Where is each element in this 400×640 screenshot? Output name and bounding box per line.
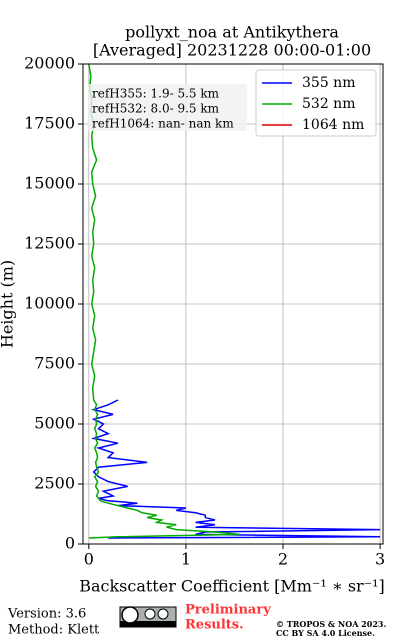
annotation: refH1064: nan- nan km (92, 117, 234, 131)
annotation: refH532: 8.0- 9.5 km (92, 102, 220, 116)
legend: 355 nm 532 nm 1064 nm (255, 69, 377, 137)
x-tick-label: 1 (181, 550, 191, 569)
legend-label: 1064 nm (302, 117, 364, 133)
chart-title: pollyxt_noa at Antikythera (125, 23, 339, 42)
method: Method: Klett (8, 623, 100, 638)
y-tick-label: 12500 (24, 234, 75, 253)
y-axis-label: Height (m) (0, 260, 17, 348)
preliminary-note: Results. (185, 618, 244, 633)
y-tick-label: 15000 (24, 174, 75, 193)
y-tick-label: 20000 (24, 54, 75, 73)
profile-line (90, 399, 381, 539)
y-tick-label: 10000 (24, 294, 75, 313)
x-axis-label: Backscatter Coefficient [Mm⁻¹ ∗ sr⁻¹] (79, 577, 385, 596)
plot-lines (88, 64, 381, 539)
chart-subtitle: [Averaged] 20231228 00:00-01:00 (93, 41, 371, 60)
profile-line (88, 64, 240, 539)
x-tick-label: 0 (84, 550, 94, 569)
legend-label: 355 nm (302, 75, 355, 91)
y-tick-label: 7500 (34, 354, 75, 373)
preliminary-note: Preliminary (185, 603, 271, 618)
y-tick-label: 17500 (24, 114, 75, 133)
grid (83, 63, 383, 545)
y-tick-label: 5000 (34, 414, 75, 433)
x-tick-label: 3 (375, 550, 385, 569)
license: CC BY SA 4.0 License. (276, 628, 375, 638)
y-tick-label: 2500 (34, 474, 75, 493)
version: Version: 3.6 (7, 607, 86, 622)
cc-logo (119, 606, 177, 628)
legend-label: 532 nm (302, 96, 355, 112)
annotation-box (88, 84, 247, 131)
license: © TROPOS & NOA 2023. (276, 619, 386, 629)
legend-box (255, 69, 377, 137)
annotation: refH355: 1.9- 5.5 km (92, 87, 220, 101)
y-tick-label: 0 (65, 534, 75, 553)
x-tick-label: 2 (278, 550, 288, 569)
